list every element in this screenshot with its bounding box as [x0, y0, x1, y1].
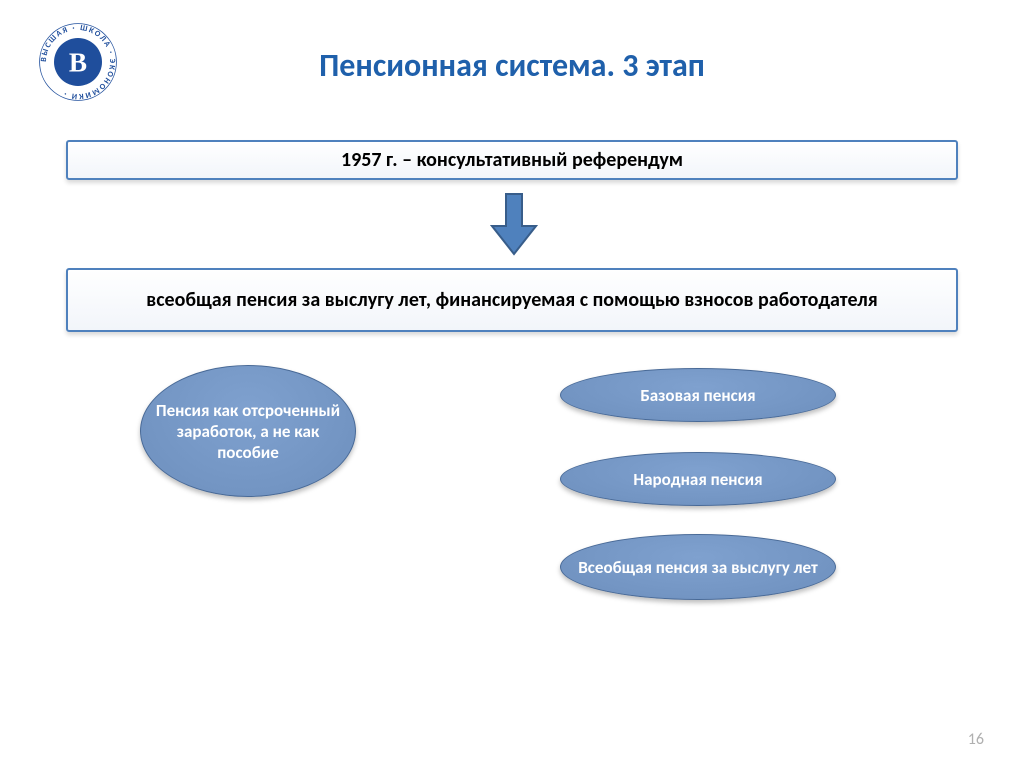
ellipse-basic-pension: Базовая пенсия: [560, 368, 836, 422]
ellipse-deferred-earnings: Пенсия как отсроченный заработок, а не к…: [140, 365, 356, 497]
ellipse-peoples-pension: Народная пенсия: [560, 452, 836, 506]
ellipse-basic-pension-text: Базовая пенсия: [640, 385, 755, 406]
arrow-down: [490, 192, 538, 261]
slide-title: Пенсионная система. 3 этап: [0, 46, 1024, 85]
page-number: 16: [968, 730, 984, 749]
box-referendum-text: 1957 г. – консультативный референдум: [341, 148, 683, 172]
arrow-shape: [492, 194, 536, 254]
ellipse-universal-service-pension: Всеобщая пенсия за выслугу лет: [560, 534, 836, 600]
ellipse-universal-service-pension-text: Всеобщая пенсия за выслугу лет: [578, 557, 817, 578]
box-referendum: 1957 г. – консультативный референдум: [66, 140, 958, 180]
box-universal-pension-text: всеобщая пенсия за выслугу лет, финансир…: [146, 288, 877, 312]
ellipse-deferred-earnings-text: Пенсия как отсроченный заработок, а не к…: [149, 400, 347, 463]
ellipse-peoples-pension-text: Народная пенсия: [633, 469, 762, 490]
box-universal-pension: всеобщая пенсия за выслугу лет, финансир…: [66, 268, 958, 332]
